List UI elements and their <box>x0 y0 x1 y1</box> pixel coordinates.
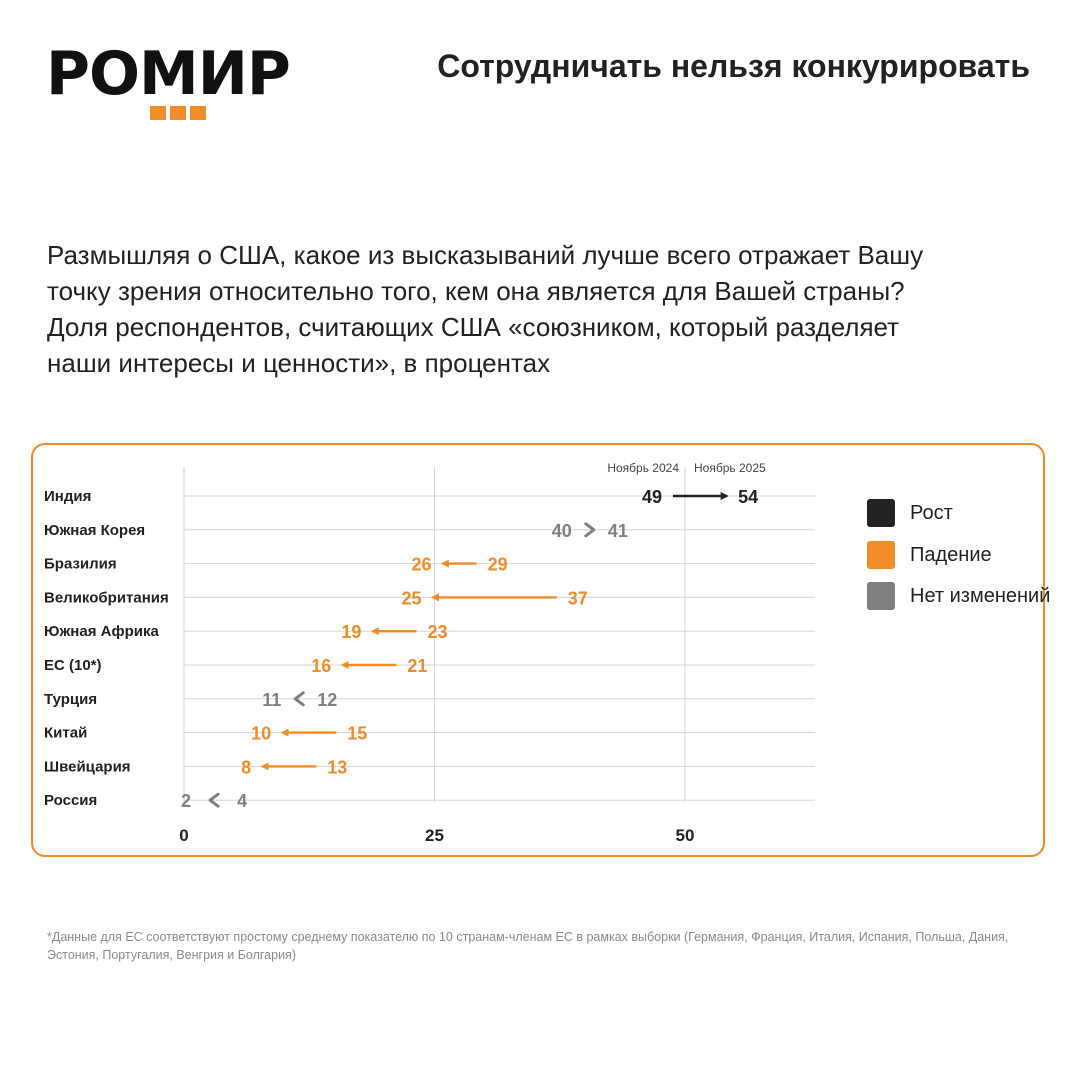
column-header-start: Ноябрь 2024 <box>607 461 679 475</box>
value-label-2025: 25 <box>401 588 421 608</box>
value-label-2024: 15 <box>347 724 367 744</box>
chart-panel: 0 25 50 Ноябрь 2024 Ноябрь 2025 Индия 49 54 Ю… <box>31 443 1050 857</box>
legend-swatch-rise <box>867 499 895 527</box>
value-label-2024: 4 <box>237 791 247 811</box>
value-label-2025: 11 <box>262 690 281 710</box>
survey-question: Размышляя о США, какое из высказываний л… <box>47 237 1007 381</box>
category-label: Швейцария <box>44 758 131 775</box>
value-label-2024: 12 <box>317 690 337 710</box>
legend-label-fall: Падение <box>910 543 992 566</box>
legend-item-fall: Падение <box>867 540 992 570</box>
change-arrow <box>208 792 220 808</box>
question-line: Размышляя о США, какое из высказываний л… <box>47 240 924 270</box>
value-label-2025: 10 <box>251 724 271 744</box>
value-label-2024: 21 <box>407 656 427 676</box>
change-arrow <box>584 522 596 538</box>
change-arrow <box>293 691 305 707</box>
category-label: Китай <box>44 725 87 742</box>
category-label: Индия <box>44 488 91 505</box>
question-line: Доля респондентов, считающих США «союзни… <box>47 312 900 342</box>
question-line: точку зрения относительно того, кем она … <box>47 276 905 306</box>
category-label: Великобритания <box>44 589 169 606</box>
value-label-2025: 26 <box>411 555 431 575</box>
legend-swatch-none <box>867 582 895 610</box>
logo-square-2 <box>170 106 186 120</box>
category-label: Бразилия <box>44 556 117 573</box>
value-label-2025: 16 <box>311 656 331 676</box>
category-label: Россия <box>44 792 97 809</box>
value-label-2025: 41 <box>608 521 628 541</box>
category-label: ЕС (10*) <box>44 657 102 674</box>
legend-label-none: Нет изменений <box>910 584 1051 607</box>
logo-square-3 <box>190 106 206 120</box>
value-label-2025: 19 <box>341 622 361 642</box>
logo-wordmark: РОМИР <box>46 39 291 109</box>
value-label-2024: 49 <box>642 487 662 507</box>
question-line: наши интересы и ценности», в процентах <box>47 348 551 378</box>
dumbbell-chart: 0 25 50 Ноябрь 2024 Ноябрь 2025 Индия 49 54 Ю… <box>44 461 815 845</box>
value-label-2024: 13 <box>327 757 347 777</box>
footnote: *Данные для ЕС соответствуют простому ср… <box>47 930 1009 962</box>
category-label: Южная Корея <box>44 522 145 539</box>
column-header-end: Ноябрь 2025 <box>694 461 766 475</box>
x-tick-label: 25 <box>425 826 444 845</box>
category-label: Южная Африка <box>44 623 159 640</box>
value-label-2025: 54 <box>738 487 758 507</box>
page-title: Сотрудничать нельзя конкурировать <box>437 48 1030 84</box>
x-tick-label: 0 <box>179 826 188 845</box>
legend-item-none: Нет изменений <box>867 581 1050 611</box>
x-tick-label: 50 <box>676 826 695 845</box>
value-label-2024: 23 <box>427 622 447 642</box>
legend-item-rise: Рост <box>867 498 953 528</box>
romir-logo: РОМИР <box>46 44 318 126</box>
legend-swatch-fall <box>867 541 895 569</box>
legend-label-rise: Рост <box>910 501 953 524</box>
value-label-2024: 29 <box>488 555 508 575</box>
value-label-2024: 37 <box>568 588 588 608</box>
value-label-2025: 2 <box>181 791 191 811</box>
category-label: Турция <box>44 691 97 708</box>
value-label-2025: 8 <box>241 757 251 777</box>
logo-square-1 <box>150 106 166 120</box>
value-label-2024: 40 <box>552 521 572 541</box>
